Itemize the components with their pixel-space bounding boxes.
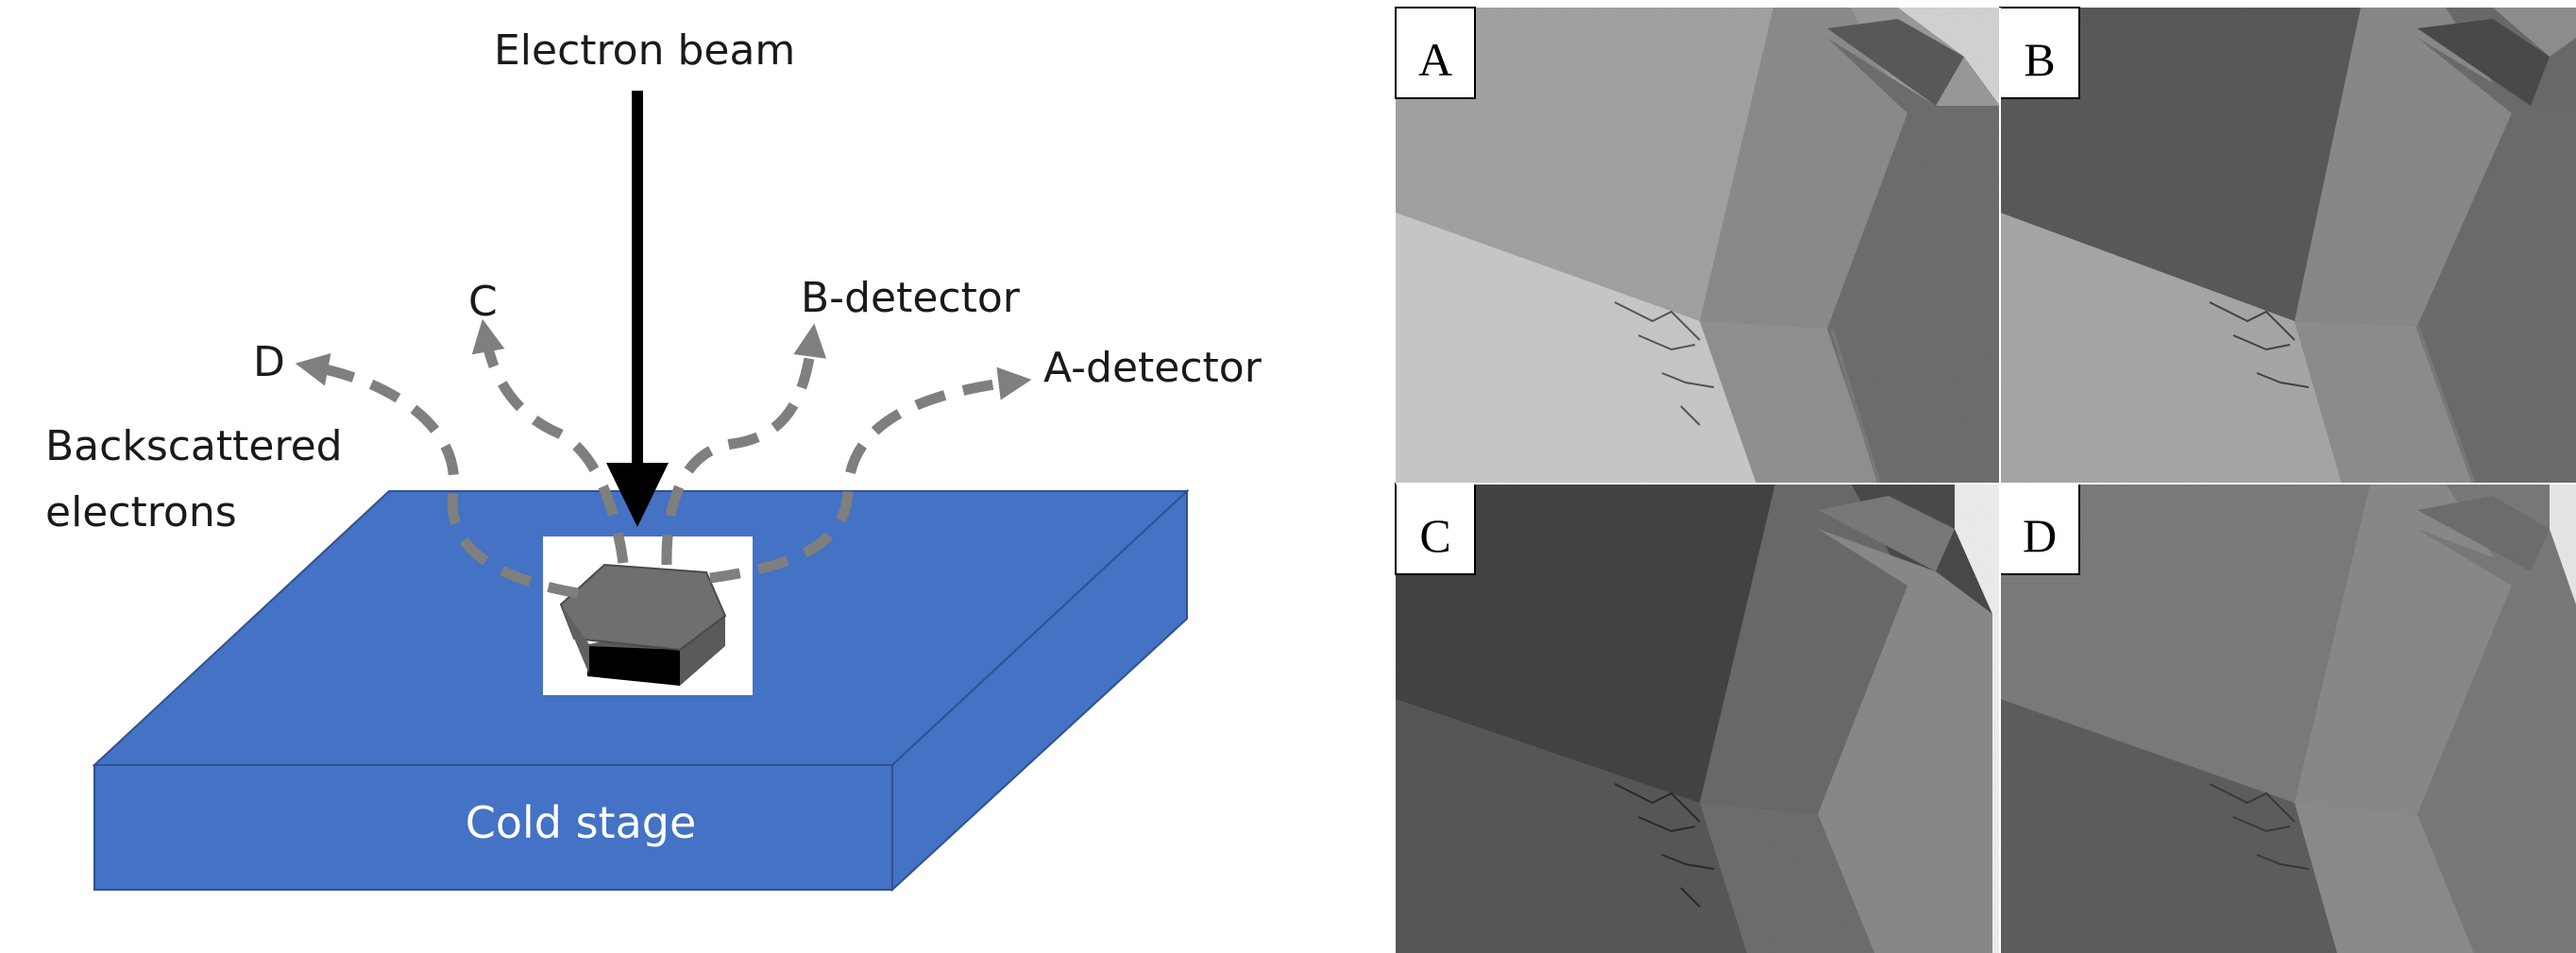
sem-panel-c [1396,484,2000,953]
panel-a-letter: A [1418,33,1452,86]
cold-stage-label: Cold stage [466,797,697,848]
schematic-diagram: Cold stage Electron beam C D B-detector … [45,26,1263,893]
trajectory-d [295,352,579,599]
backscatter-trajectories [295,318,1032,599]
panel-c-letter-box [1395,483,1476,575]
sem-panel-grid: A B C [1395,7,2576,953]
electron-beam-label: Electron beam [494,26,795,75]
panel-b-letter-box [1999,7,2080,99]
backscatter-label-line2: electrons [45,488,237,536]
panel-d-letter: D [2023,509,2057,562]
sem-panel-a [1396,8,2000,484]
sem-panel-b [2000,8,2576,484]
electron-beam [606,91,669,527]
trajectory-c [471,318,629,564]
cold-stage-front [93,764,893,891]
panel-c-letter: C [1419,509,1450,562]
hexagonal-sample [559,563,727,686]
detector-a-label: A-detector [1043,344,1263,392]
sem-panel-d [2000,484,2576,953]
panel-a-letter-box [1395,7,1476,99]
panel-d-letter-box [1999,483,2080,575]
trajectory-b [661,323,827,566]
detector-c-label: C [468,278,498,326]
backscatter-label-line1: Backscattered [45,422,343,470]
panel-b-letter: B [2024,33,2055,86]
detector-b-label: B-detector [801,274,1021,322]
detector-d-label: D [253,338,285,386]
trajectory-a [709,366,1032,584]
